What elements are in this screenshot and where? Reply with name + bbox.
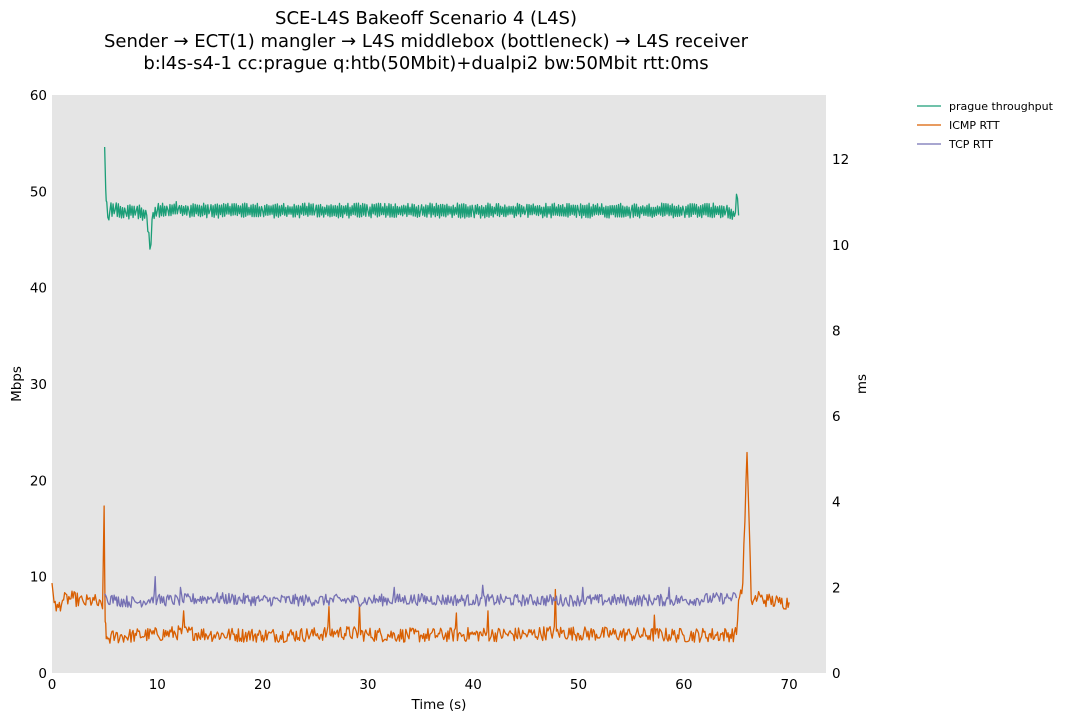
title-line-2: Sender → ECT(1) mangler → L4S middlebox … — [104, 31, 749, 52]
x-tick-label-1: 10 — [149, 677, 166, 693]
axis-ticks: 0 10 20 30 40 50 60 70 0 10 20 30 40 50 60 0 2 4 6 8 10 12 — [30, 88, 849, 693]
series-line-prague-throughput — [104, 147, 740, 250]
x-tick-label-7: 70 — [781, 677, 798, 693]
legend: prague throughput ICMP RTT TCP RTT — [917, 100, 1054, 151]
y2-tick-label-2: 4 — [832, 495, 841, 511]
series-line-tcp-rtt — [104, 576, 738, 609]
title-line-3: b:l4s-s4-1 cc:prague q:htb(50Mbit)+dualp… — [143, 53, 708, 74]
y2-tick-label-1: 2 — [832, 580, 841, 596]
chart-title: SCE-L4S Bakeoff Scenario 4 (L4S) Sender … — [104, 8, 749, 74]
y-tick-label-5: 50 — [30, 184, 47, 200]
x-tick-label-4: 40 — [465, 677, 482, 693]
series-line-icmp-rtt — [51, 451, 790, 644]
y2-tick-label-4: 8 — [832, 323, 841, 339]
y-tick-label-6: 60 — [30, 88, 47, 104]
x-tick-label-6: 60 — [675, 677, 692, 693]
y-tick-label-0: 0 — [38, 666, 47, 682]
y-tick-label-4: 40 — [30, 281, 47, 297]
plot-area — [52, 95, 826, 673]
y2-tick-label-3: 6 — [832, 409, 841, 425]
y-tick-label-3: 30 — [30, 377, 47, 393]
legend-label-0: prague throughput — [949, 100, 1054, 113]
x-tick-label-2: 20 — [254, 677, 271, 693]
y2-tick-label-5: 10 — [832, 238, 849, 254]
legend-label-2: TCP RTT — [948, 138, 993, 151]
series-group — [51, 147, 790, 644]
title-line-1: SCE-L4S Bakeoff Scenario 4 (L4S) — [275, 8, 577, 29]
legend-label-1: ICMP RTT — [949, 119, 1000, 132]
y-axis-label: Mbps — [9, 366, 25, 402]
x-tick-label-3: 30 — [359, 677, 376, 693]
y2-axis-label: ms — [854, 374, 870, 394]
y-tick-label-1: 10 — [30, 570, 47, 586]
x-tick-label-5: 50 — [570, 677, 587, 693]
y2-tick-label-0: 0 — [832, 666, 841, 682]
y-tick-label-2: 20 — [30, 473, 47, 489]
x-axis-label: Time (s) — [411, 697, 467, 713]
y2-tick-label-6: 12 — [832, 152, 849, 168]
x-tick-label-0: 0 — [48, 677, 57, 693]
